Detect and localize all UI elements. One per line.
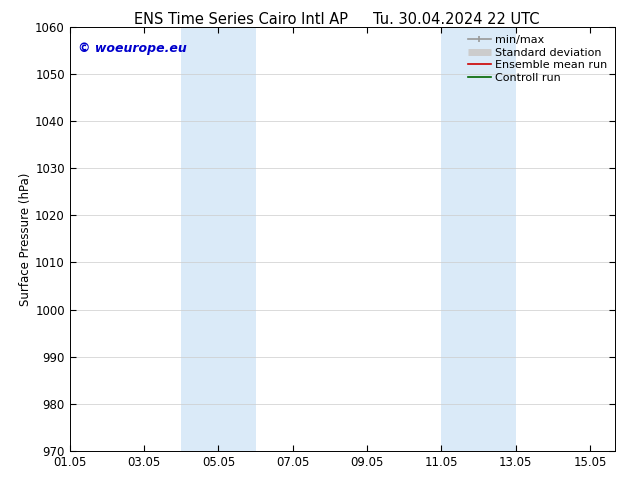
Bar xyxy=(441,27,516,451)
Text: © woeurope.eu: © woeurope.eu xyxy=(78,42,186,55)
Text: ENS Time Series Cairo Intl AP: ENS Time Series Cairo Intl AP xyxy=(134,12,348,27)
Text: Tu. 30.04.2024 22 UTC: Tu. 30.04.2024 22 UTC xyxy=(373,12,540,27)
Legend: min/max, Standard deviation, Ensemble mean run, Controll run: min/max, Standard deviation, Ensemble me… xyxy=(466,32,609,85)
Bar xyxy=(181,27,256,451)
Y-axis label: Surface Pressure (hPa): Surface Pressure (hPa) xyxy=(20,172,32,306)
